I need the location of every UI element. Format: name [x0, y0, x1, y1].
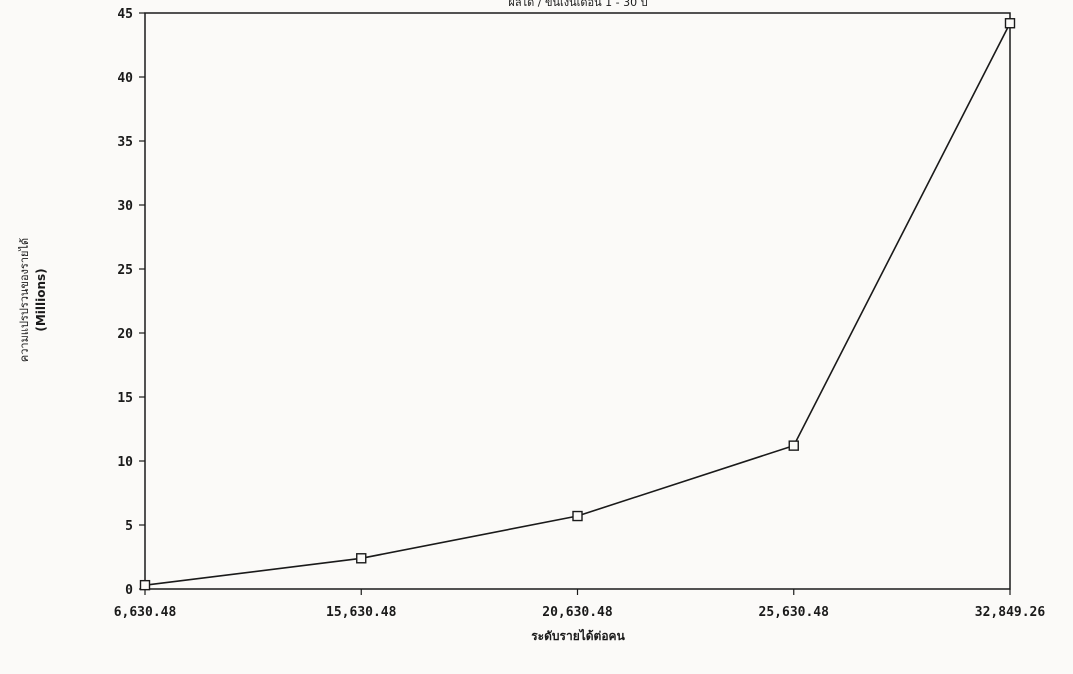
- x-axis: 6,630.48 15,630.48 20,630.48 25,630.48 32,84…: [114, 589, 1046, 620]
- y-tick-label: 45: [117, 7, 133, 22]
- data-point: [139, 579, 151, 591]
- data-point: [1004, 18, 1016, 29]
- y-tick-label: 5: [125, 519, 133, 534]
- x-tick-label: 20,630.48: [542, 605, 613, 620]
- data-point: [572, 510, 583, 522]
- data-point: [356, 553, 367, 564]
- data-point: [788, 440, 799, 451]
- y-tick-label: 40: [117, 71, 133, 86]
- y-tick-label: 10: [117, 455, 133, 470]
- y-tick-label: 25: [117, 263, 133, 278]
- chart-title: ผลได้ / ขั้นเงินเดือน 1 - 30 ปี: [508, 0, 647, 9]
- x-tick-label: 32,849.26: [975, 605, 1046, 620]
- series-layer: [139, 18, 1016, 591]
- series-line: [144, 22, 1011, 586]
- y-axis-label: ความแปรปรวนของรายได้: [18, 238, 31, 362]
- x-axis-label: ระดับรายได้ต่อคน: [531, 628, 625, 643]
- plot-frame: [144, 12, 1011, 590]
- x-tick-label: 25,630.48: [759, 605, 830, 620]
- y-tick-label: 30: [117, 199, 133, 214]
- y-axis-unit: (Millions): [34, 268, 48, 331]
- y-tick-label: 15: [117, 391, 133, 406]
- y-tick-label: 35: [117, 135, 133, 150]
- y-tick-label: 20: [117, 327, 133, 342]
- x-tick-label: 6,630.48: [114, 605, 177, 620]
- y-axis: 0 5 10 15 20 25 30 35 40 45: [117, 7, 145, 598]
- y-tick-label: 0: [125, 583, 133, 598]
- x-tick-label: 15,630.48: [326, 605, 397, 620]
- y-axis-title-group: ความแปรปรวนของรายได้ (Millions): [18, 238, 48, 362]
